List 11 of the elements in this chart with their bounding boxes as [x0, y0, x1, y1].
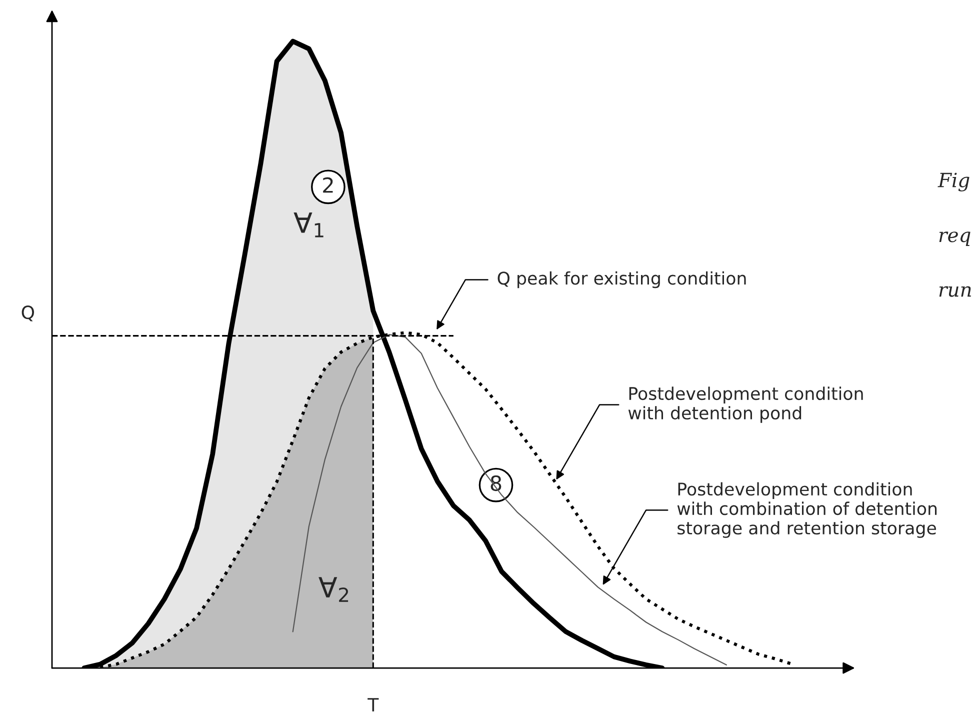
annotation: Postdevelopment condition with detention pond — [628, 386, 863, 423]
text: req — [939, 232, 970, 246]
x-axis-title: T — [368, 698, 379, 712]
annotation: 2 — [323, 177, 333, 193]
annotation: ∀$_{1}$ — [294, 212, 324, 238]
text: run — [939, 286, 971, 297]
annotation: Q peak for existing condition — [498, 271, 746, 288]
text: Fig — [938, 172, 970, 192]
annotation: Postdevelopment condition with combination of detention storage and retention storage — [677, 482, 937, 538]
y-axis-title: Q — [22, 306, 34, 322]
annotation: ∀$_{2}$ — [318, 577, 348, 602]
